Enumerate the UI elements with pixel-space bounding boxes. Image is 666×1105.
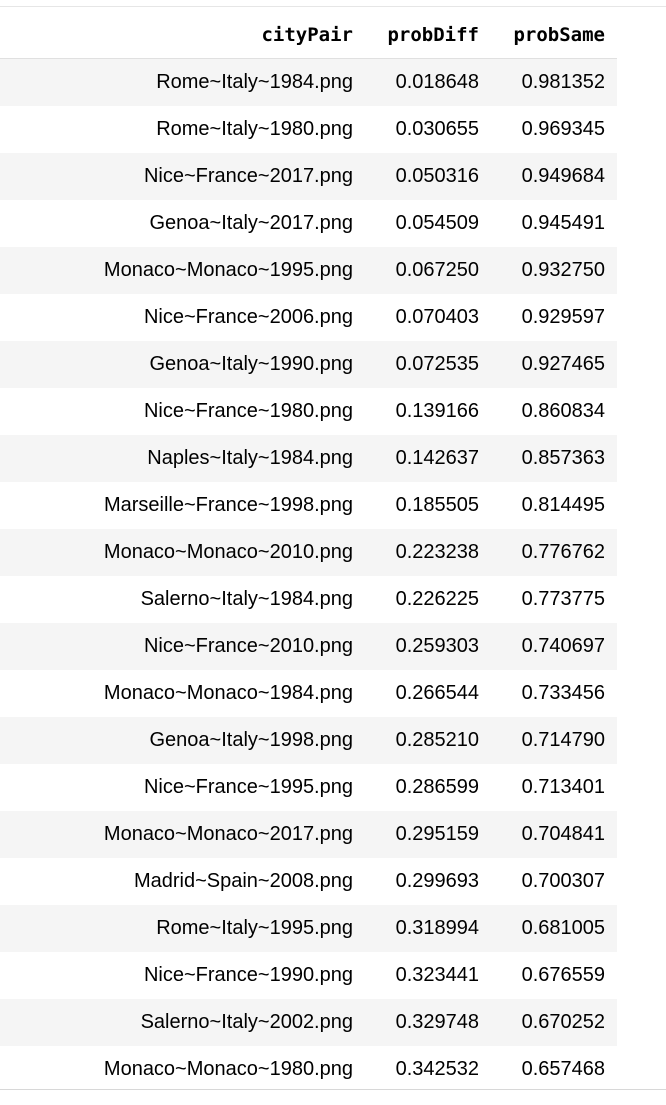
column-header-probdiff: probDiff — [365, 11, 491, 59]
cell-probsame: 0.740697 — [491, 623, 617, 670]
cell-probsame: 0.929597 — [491, 294, 617, 341]
column-header-probsame: probSame — [491, 11, 617, 59]
cell-probdiff: 0.259303 — [365, 623, 491, 670]
cell-probsame: 0.945491 — [491, 200, 617, 247]
cell-citypair: Nice~France~2017.png — [0, 153, 365, 200]
cell-probsame: 0.932750 — [491, 247, 617, 294]
table-row: Marseille~France~1998.png 0.185505 0.81449… — [0, 482, 617, 529]
column-header-citypair: cityPair — [0, 11, 365, 59]
cell-probsame: 0.676559 — [491, 952, 617, 999]
table-row: Genoa~Italy~1998.png 0.285210 0.714790 — [0, 717, 617, 764]
cell-probsame: 0.857363 — [491, 435, 617, 482]
cell-probsame: 0.713401 — [491, 764, 617, 811]
cell-probdiff: 0.318994 — [365, 905, 491, 952]
cell-probdiff: 0.342532 — [365, 1046, 491, 1093]
table-row: Naples~Italy~1984.png 0.142637 0.857363 — [0, 435, 617, 482]
cell-probdiff: 0.070403 — [365, 294, 491, 341]
dataframe-output: cityPair probDiff probSame Rome~Italy~19… — [0, 11, 617, 1093]
cell-probsame: 0.773775 — [491, 576, 617, 623]
cell-citypair: Genoa~Italy~1998.png — [0, 717, 365, 764]
cell-citypair: Monaco~Monaco~1980.png — [0, 1046, 365, 1093]
cell-citypair: Monaco~Monaco~1984.png — [0, 670, 365, 717]
table-row: Rome~Italy~1995.png 0.318994 0.681005 — [0, 905, 617, 952]
cell-probdiff: 0.329748 — [365, 999, 491, 1046]
table-row: Monaco~Monaco~1984.png 0.266544 0.733456 — [0, 670, 617, 717]
cell-probdiff: 0.050316 — [365, 153, 491, 200]
cell-probdiff: 0.285210 — [365, 717, 491, 764]
cell-citypair: Madrid~Spain~2008.png — [0, 858, 365, 905]
table-row: Nice~France~1980.png 0.139166 0.860834 — [0, 388, 617, 435]
cell-citypair: Rome~Italy~1980.png — [0, 106, 365, 153]
cell-probdiff: 0.067250 — [365, 247, 491, 294]
table-row: Rome~Italy~1984.png 0.018648 0.981352 — [0, 58, 617, 106]
output-top-divider — [0, 6, 666, 7]
table-row: Monaco~Monaco~1995.png 0.067250 0.932750 — [0, 247, 617, 294]
cell-probsame: 0.733456 — [491, 670, 617, 717]
cell-citypair: Monaco~Monaco~2010.png — [0, 529, 365, 576]
cell-citypair: Monaco~Monaco~2017.png — [0, 811, 365, 858]
table-row: Monaco~Monaco~2010.png 0.223238 0.776762 — [0, 529, 617, 576]
cell-probdiff: 0.223238 — [365, 529, 491, 576]
cell-probdiff: 0.139166 — [365, 388, 491, 435]
cell-probdiff: 0.072535 — [365, 341, 491, 388]
cell-probsame: 0.981352 — [491, 58, 617, 106]
output-bottom-divider — [0, 1089, 666, 1090]
cell-probdiff: 0.018648 — [365, 58, 491, 106]
table-row: Rome~Italy~1980.png 0.030655 0.969345 — [0, 106, 617, 153]
cell-probdiff: 0.266544 — [365, 670, 491, 717]
cell-citypair: Rome~Italy~1984.png — [0, 58, 365, 106]
cell-probdiff: 0.286599 — [365, 764, 491, 811]
cell-citypair: Genoa~Italy~1990.png — [0, 341, 365, 388]
cell-citypair: Monaco~Monaco~1995.png — [0, 247, 365, 294]
table-header: cityPair probDiff probSame — [0, 11, 617, 59]
cell-probsame: 0.927465 — [491, 341, 617, 388]
cell-citypair: Salerno~Italy~1984.png — [0, 576, 365, 623]
cell-citypair: Nice~France~1990.png — [0, 952, 365, 999]
cell-probsame: 0.714790 — [491, 717, 617, 764]
cell-probsame: 0.776762 — [491, 529, 617, 576]
table-row: Salerno~Italy~2002.png 0.329748 0.670252 — [0, 999, 617, 1046]
cell-probdiff: 0.299693 — [365, 858, 491, 905]
cell-probdiff: 0.185505 — [365, 482, 491, 529]
table-row: Madrid~Spain~2008.png 0.299693 0.700307 — [0, 858, 617, 905]
cell-probsame: 0.814495 — [491, 482, 617, 529]
cell-citypair: Nice~France~2006.png — [0, 294, 365, 341]
table-row: Salerno~Italy~1984.png 0.226225 0.773775 — [0, 576, 617, 623]
table-row: Nice~France~2006.png 0.070403 0.929597 — [0, 294, 617, 341]
cell-citypair: Naples~Italy~1984.png — [0, 435, 365, 482]
cell-citypair: Nice~France~1995.png — [0, 764, 365, 811]
table-row: Monaco~Monaco~2017.png 0.295159 0.704841 — [0, 811, 617, 858]
table-row: Nice~France~1990.png 0.323441 0.676559 — [0, 952, 617, 999]
cell-probsame: 0.657468 — [491, 1046, 617, 1093]
cell-citypair: Salerno~Italy~2002.png — [0, 999, 365, 1046]
cell-probdiff: 0.295159 — [365, 811, 491, 858]
table-row: Genoa~Italy~1990.png 0.072535 0.927465 — [0, 341, 617, 388]
table-row: Monaco~Monaco~1980.png 0.342532 0.657468 — [0, 1046, 617, 1093]
cell-probsame: 0.700307 — [491, 858, 617, 905]
cell-probsame: 0.969345 — [491, 106, 617, 153]
cell-probdiff: 0.054509 — [365, 200, 491, 247]
cell-probdiff: 0.142637 — [365, 435, 491, 482]
cell-probdiff: 0.030655 — [365, 106, 491, 153]
table-row: Nice~France~2010.png 0.259303 0.740697 — [0, 623, 617, 670]
cell-probdiff: 0.226225 — [365, 576, 491, 623]
cell-probsame: 0.681005 — [491, 905, 617, 952]
cell-citypair: Nice~France~2010.png — [0, 623, 365, 670]
cell-citypair: Marseille~France~1998.png — [0, 482, 365, 529]
table-row: Nice~France~2017.png 0.050316 0.949684 — [0, 153, 617, 200]
dataframe-table: cityPair probDiff probSame Rome~Italy~19… — [0, 11, 617, 1093]
table-row: Nice~France~1995.png 0.286599 0.713401 — [0, 764, 617, 811]
cell-probsame: 0.860834 — [491, 388, 617, 435]
table-row: Genoa~Italy~2017.png 0.054509 0.945491 — [0, 200, 617, 247]
cell-citypair: Rome~Italy~1995.png — [0, 905, 365, 952]
header-row: cityPair probDiff probSame — [0, 11, 617, 59]
cell-probsame: 0.670252 — [491, 999, 617, 1046]
cell-citypair: Genoa~Italy~2017.png — [0, 200, 365, 247]
table-body: Rome~Italy~1984.png 0.018648 0.981352 Rome~… — [0, 58, 617, 1093]
cell-probdiff: 0.323441 — [365, 952, 491, 999]
cell-citypair: Nice~France~1980.png — [0, 388, 365, 435]
cell-probsame: 0.704841 — [491, 811, 617, 858]
cell-probsame: 0.949684 — [491, 153, 617, 200]
